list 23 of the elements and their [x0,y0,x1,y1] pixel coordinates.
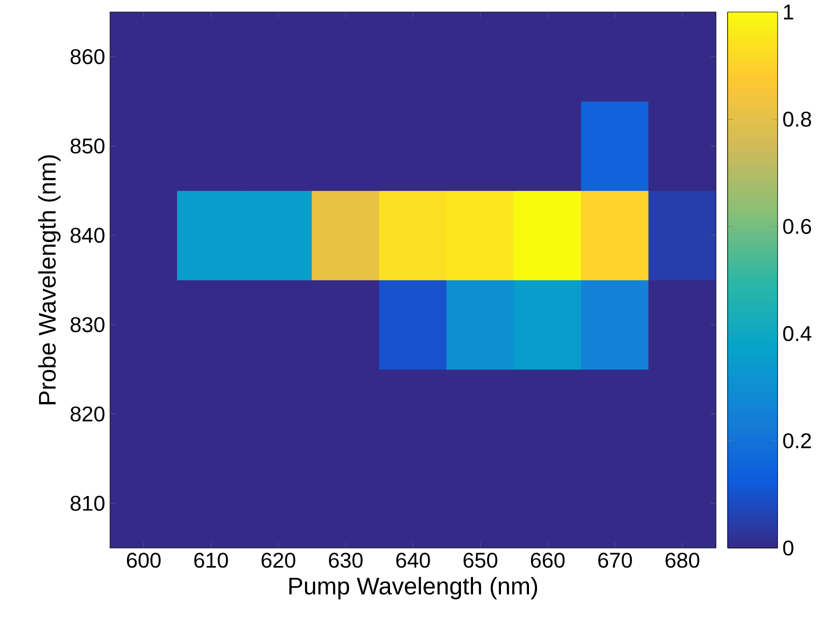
color-bar-label: 0 [783,540,794,556]
x-axis-title: Pump Wavelength (nm) [289,576,538,600]
color-bar-label: 1 [784,4,794,20]
x-tick-label: 600 [126,552,161,568]
x-tick-label: 660 [530,552,565,568]
x-tick-label: 640 [396,552,430,568]
y-axis-title: Probe Wavelength (nm) [38,155,61,404]
color-bar-label: 0.8 [783,112,812,127]
y-tick-label: 810 [70,496,104,511]
x-tick-label: 630 [328,552,363,568]
x-tick-label: 620 [262,552,296,568]
x-tick-label: 670 [598,552,632,568]
y-tick-label: 820 [70,406,104,422]
x-tick-label: 610 [194,552,228,568]
y-tick-label: 830 [70,317,104,332]
x-tick-label: 680 [666,552,700,568]
color-bar-label: 0.2 [783,433,811,448]
y-tick-label: 860 [70,49,104,64]
color-bar-label: 0.4 [783,326,812,342]
y-tick-label: 850 [70,138,104,154]
color-bar-label: 0.6 [783,218,812,234]
y-tick-label: 840 [70,228,104,243]
x-tick-label: 650 [464,552,498,568]
